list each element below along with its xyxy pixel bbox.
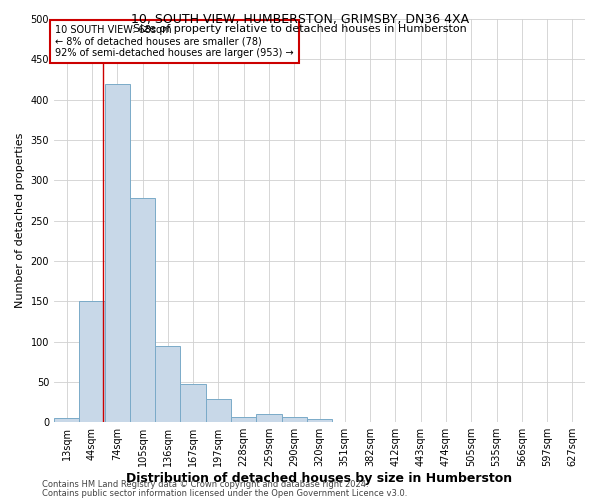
Bar xyxy=(206,399,231,422)
Bar xyxy=(231,418,256,422)
Bar xyxy=(256,414,281,422)
Bar xyxy=(155,346,181,422)
X-axis label: Distribution of detached houses by size in Humberston: Distribution of detached houses by size … xyxy=(127,472,512,485)
Text: Contains HM Land Registry data © Crown copyright and database right 2024.: Contains HM Land Registry data © Crown c… xyxy=(42,480,368,489)
Bar xyxy=(54,418,79,422)
Text: 10, SOUTH VIEW, HUMBERSTON, GRIMSBY, DN36 4XA: 10, SOUTH VIEW, HUMBERSTON, GRIMSBY, DN3… xyxy=(131,12,469,26)
Bar xyxy=(79,301,104,422)
Text: Contains public sector information licensed under the Open Government Licence v3: Contains public sector information licen… xyxy=(42,489,407,498)
Bar xyxy=(104,84,130,422)
Bar xyxy=(281,416,307,422)
Y-axis label: Number of detached properties: Number of detached properties xyxy=(15,133,25,308)
Bar xyxy=(181,384,206,422)
Bar xyxy=(307,419,332,422)
Text: 10 SOUTH VIEW: 68sqm
← 8% of detached houses are smaller (78)
92% of semi-detach: 10 SOUTH VIEW: 68sqm ← 8% of detached ho… xyxy=(55,24,294,58)
Bar xyxy=(130,198,155,422)
Text: Size of property relative to detached houses in Humberston: Size of property relative to detached ho… xyxy=(133,24,467,34)
